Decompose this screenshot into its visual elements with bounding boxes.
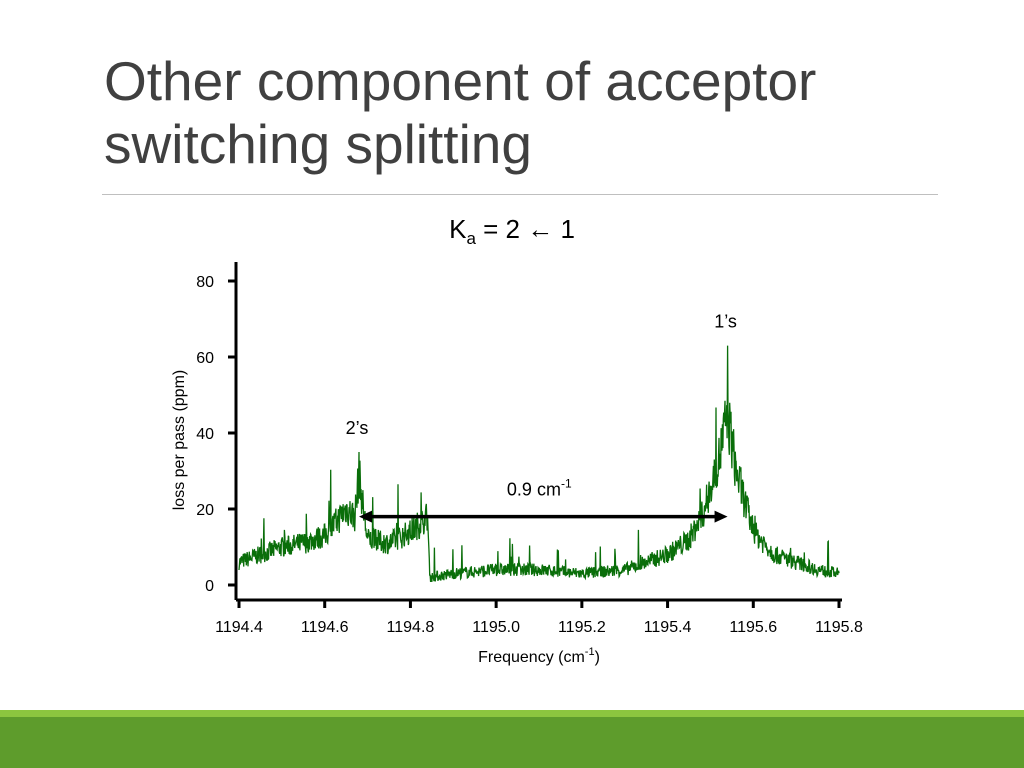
title-line-2: switching splitting (104, 113, 532, 175)
x-axis-label: Frequency (cm-1) (478, 646, 600, 666)
peak-label: 2’s (346, 418, 369, 438)
x-tick-label: 1194.8 (387, 619, 435, 636)
title-line-1: Other component of acceptor (104, 50, 817, 112)
title-divider (102, 194, 938, 195)
subtitle-subscript: a (466, 229, 476, 248)
splitting-arrow-head-right (714, 510, 728, 523)
x-tick-label: 1194.4 (215, 619, 263, 636)
x-tick-label: 1195.8 (815, 619, 863, 636)
x-tick-label: 1195.4 (644, 619, 692, 636)
y-tick-label: 0 (205, 578, 214, 595)
footer-bar (0, 717, 1024, 768)
x-tick-label: 1195.0 (472, 619, 520, 636)
peak-label: 1’s (714, 312, 737, 332)
splitting-arrow-head-left (359, 510, 372, 523)
y-tick-label: 80 (196, 274, 214, 291)
footer-accent-bar (0, 710, 1024, 717)
slide-title: Other component of acceptor switching sp… (104, 50, 964, 176)
subtitle-prefix: K (449, 214, 467, 244)
x-tick-label: 1194.6 (301, 619, 349, 636)
y-tick-label: 20 (196, 502, 214, 519)
y-axis-label: loss per pass (ppm) (171, 370, 188, 511)
y-tick-label: 60 (196, 350, 214, 367)
x-tick-label: 1195.6 (729, 619, 777, 636)
x-tick-label: 1195.2 (558, 619, 606, 636)
chart-subtitle: Ka = 2 ← 1 (0, 214, 1024, 249)
splitting-label: 0.9 cm-1 (507, 477, 572, 500)
subtitle-rest: = 2 ← 1 (475, 214, 575, 244)
y-tick-label: 40 (196, 426, 214, 443)
spectrum-chart: 0 20 40 60 80 1194.4 1194.6 1194.8 1195.0 1195.2 1… (171, 262, 863, 666)
spectrum-line (238, 345, 840, 583)
